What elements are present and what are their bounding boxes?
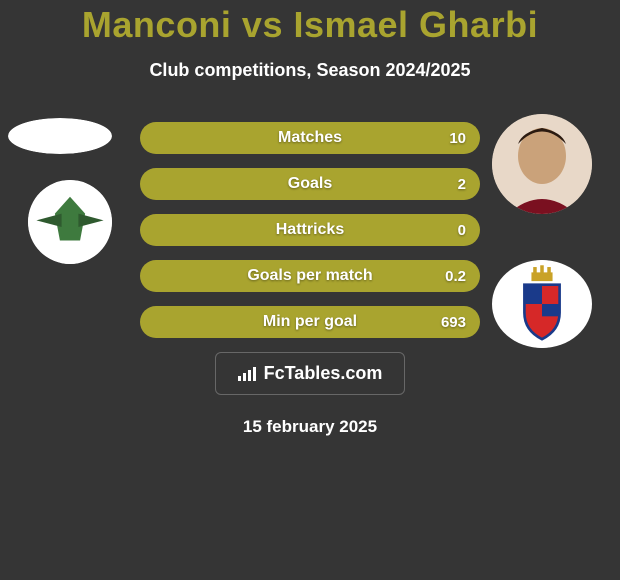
stat-label: Hattricks bbox=[140, 214, 480, 246]
player-2-photo bbox=[492, 114, 592, 214]
stat-label: Goals per match bbox=[140, 260, 480, 292]
club-1-crest bbox=[28, 180, 112, 264]
stat-value-right: 10 bbox=[449, 122, 466, 154]
stat-rows: Matches 10 Goals 2 Hattricks 0 Goals per… bbox=[140, 122, 480, 437]
source-logo-text: FcTables.com bbox=[264, 363, 383, 384]
source-logo: FcTables.com bbox=[215, 352, 406, 395]
club-2-crest bbox=[492, 260, 592, 348]
source-logo-wrap: FcTables.com bbox=[140, 352, 480, 395]
stat-row: Hattricks 0 bbox=[140, 214, 480, 246]
page-title: Manconi vs Ismael Gharbi bbox=[0, 0, 620, 46]
stat-label: Goals bbox=[140, 168, 480, 200]
bar-chart-icon bbox=[238, 367, 256, 381]
player-1-photo bbox=[8, 118, 112, 154]
subtitle: Club competitions, Season 2024/2025 bbox=[0, 60, 620, 81]
date: 15 february 2025 bbox=[140, 417, 480, 437]
stat-value-right: 2 bbox=[458, 168, 466, 200]
stat-value-right: 693 bbox=[441, 306, 466, 338]
stat-row: Goals per match 0.2 bbox=[140, 260, 480, 292]
stat-row: Min per goal 693 bbox=[140, 306, 480, 338]
stat-value-right: 0 bbox=[458, 214, 466, 246]
stat-label: Matches bbox=[140, 122, 480, 154]
stat-row: Goals 2 bbox=[140, 168, 480, 200]
stat-value-right: 0.2 bbox=[445, 260, 466, 292]
comparison-card: Manconi vs Ismael Gharbi Club competitio… bbox=[0, 0, 620, 580]
stat-label: Min per goal bbox=[140, 306, 480, 338]
stat-row: Matches 10 bbox=[140, 122, 480, 154]
